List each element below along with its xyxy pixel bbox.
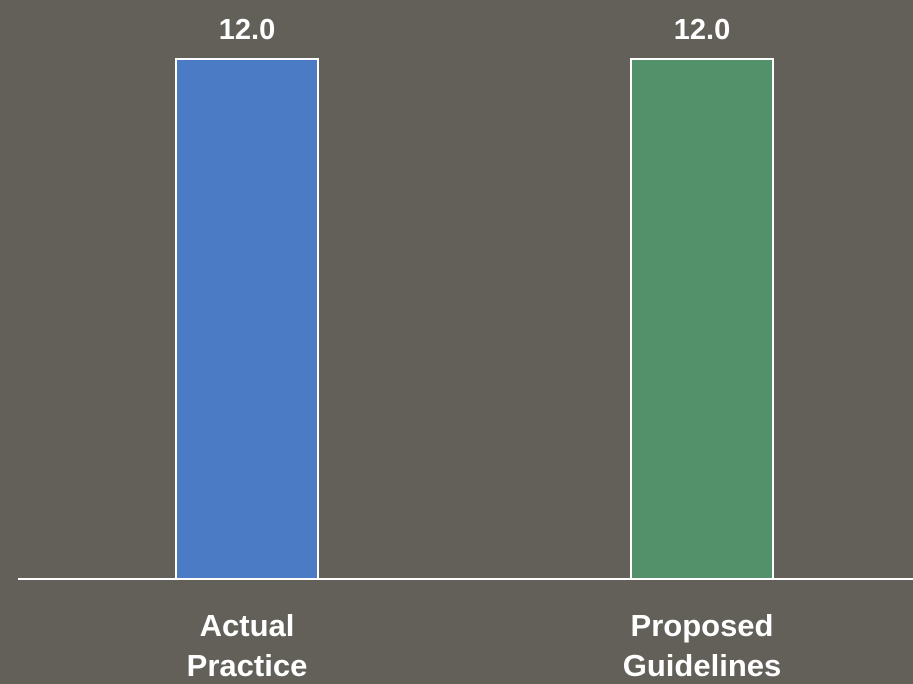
x-tick-label-1-line-1: Guidelines <box>623 648 781 683</box>
data-label-0: 12.0 <box>219 14 275 46</box>
bars-layer <box>175 58 774 580</box>
x-tick-labels: Actual Practice Proposed Guidelines <box>187 608 782 683</box>
x-tick-label-0-line-1: Practice <box>187 648 308 683</box>
bar-1 <box>630 58 774 580</box>
x-tick-label-0: Actual Practice <box>187 608 308 683</box>
labels-layer: 12.0 12.0 <box>219 14 730 46</box>
x-tick-label-0-line-0: Actual <box>200 608 295 643</box>
x-tick-label-1: Proposed Guidelines <box>623 608 781 683</box>
data-label-1: 12.0 <box>674 14 730 46</box>
bar-0 <box>175 58 319 580</box>
x-tick-label-1-line-0: Proposed <box>631 608 774 643</box>
